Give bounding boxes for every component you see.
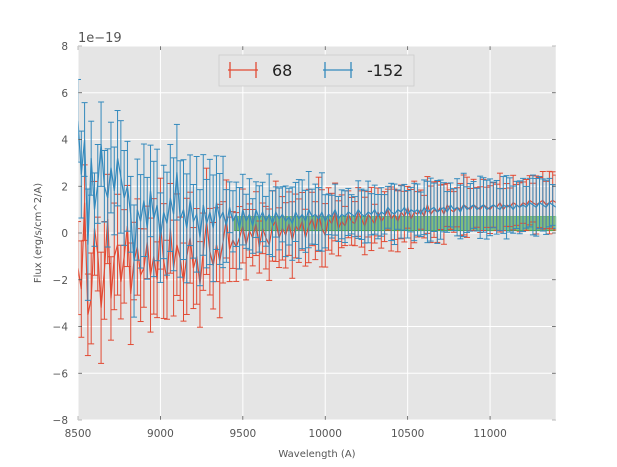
plot-frame bbox=[77, 45, 557, 421]
legend-label: 68 bbox=[272, 61, 292, 80]
x-axis-title: Wavelength (A) bbox=[278, 449, 355, 460]
x-tick-label: 10500 bbox=[391, 428, 424, 440]
y-tick-label: 6 bbox=[61, 88, 68, 100]
legend-label: -152 bbox=[367, 61, 403, 80]
y-tick-label: 8 bbox=[61, 41, 68, 53]
x-tick-label: 9500 bbox=[229, 428, 256, 440]
series-layer bbox=[78, 78, 556, 364]
y-tick-label: −8 bbox=[53, 415, 68, 427]
y-offset-label: 1e−19 bbox=[78, 31, 122, 46]
y-tick-label: −6 bbox=[53, 368, 69, 380]
series-line bbox=[78, 199, 556, 315]
y-tick-label: −2 bbox=[53, 275, 68, 287]
legend: 68 -152 bbox=[218, 54, 415, 87]
y-tick-label: 0 bbox=[61, 228, 68, 240]
x-tick-label: 8500 bbox=[65, 428, 92, 440]
x-tick-label: 11000 bbox=[473, 428, 506, 440]
y-axis-title: Flux (erg/s/cm^2/A) bbox=[33, 183, 44, 283]
series-blue bbox=[78, 78, 556, 318]
y-tick-label: 4 bbox=[61, 135, 68, 147]
x-tick-label: 10000 bbox=[309, 428, 342, 440]
y-tick-label: 2 bbox=[61, 181, 68, 193]
series-line bbox=[78, 120, 556, 262]
x-tick-label: 9000 bbox=[147, 428, 174, 440]
y-tick-label: −4 bbox=[53, 322, 69, 334]
